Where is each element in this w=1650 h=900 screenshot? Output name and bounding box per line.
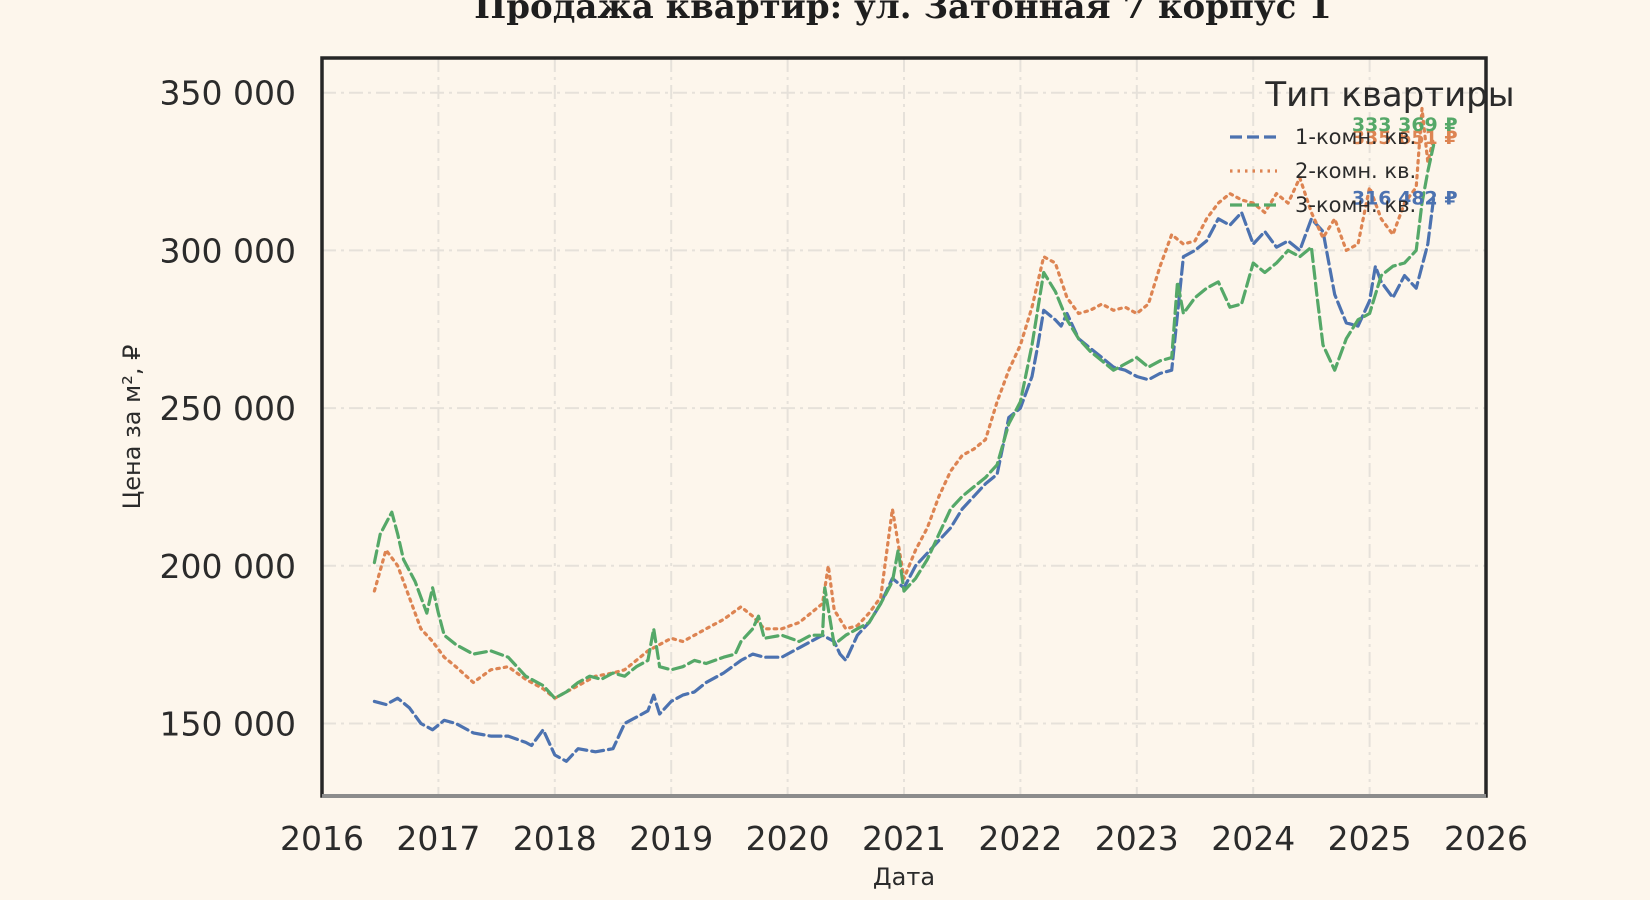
y-axis-label: Цена за м², ₽ bbox=[118, 345, 146, 510]
x-tick-label: 2018 bbox=[513, 819, 597, 858]
y-tick-label: 300 000 bbox=[160, 231, 296, 270]
legend: Тип квартиры 1-комн. кв. 2-комн. кв. 3-ком… bbox=[1230, 75, 1515, 217]
x-tick-label: 2019 bbox=[629, 819, 713, 858]
series-end-label-1: 316 482 ₽ bbox=[1352, 187, 1458, 209]
y-tick-label: 250 000 bbox=[160, 389, 296, 428]
x-tick-label: 2024 bbox=[1211, 819, 1295, 858]
x-tick-label: 2022 bbox=[978, 819, 1062, 858]
y-axis-ticks: 150 000 200 000 250 000 300 000 350 000 bbox=[160, 74, 296, 744]
series-lines bbox=[372, 106, 1436, 763]
series-end-label-2: 335 651 ₽ bbox=[1352, 127, 1458, 149]
y-tick-label: 150 000 bbox=[160, 704, 296, 743]
legend-label-3: 3-комн. кв. bbox=[1295, 193, 1416, 217]
legend-label-1: 1-комн. кв. bbox=[1295, 125, 1416, 149]
x-tick-label: 2020 bbox=[746, 819, 830, 858]
end-labels: 316 482 ₽ 335 651 ₽333 369 ₽ bbox=[1352, 114, 1458, 209]
series-line-1 bbox=[372, 196, 1436, 763]
x-tick-label: 2026 bbox=[1444, 819, 1528, 858]
legend-title: Тип квартиры bbox=[1264, 75, 1514, 115]
legend-items: 1-комн. кв. 2-комн. кв. 3-комн. кв. bbox=[1230, 125, 1416, 217]
x-tick-label: 2023 bbox=[1095, 819, 1179, 858]
series-end-label-3: 333 369 ₽ bbox=[1352, 114, 1458, 136]
y-tick-label: 350 000 bbox=[160, 74, 296, 113]
x-tick-label: 2025 bbox=[1328, 819, 1412, 858]
chart-title: Продажа квартир: ул. Затонная 7 корпус 1 bbox=[474, 0, 1332, 27]
series-line-3 bbox=[372, 143, 1436, 700]
x-tick-label: 2016 bbox=[280, 819, 364, 858]
x-axis-label: Дата bbox=[873, 863, 935, 891]
legend-label-2: 2-комн. кв. bbox=[1295, 159, 1416, 183]
x-tick-label: 2017 bbox=[396, 819, 480, 858]
x-axis-ticks: 2016 2017 2018 2019 2020 2021 2022 2023 2024 2025… bbox=[280, 819, 1528, 858]
y-tick-label: 200 000 bbox=[160, 547, 296, 586]
series-line-2 bbox=[372, 106, 1436, 700]
x-tick-label: 2021 bbox=[862, 819, 946, 858]
